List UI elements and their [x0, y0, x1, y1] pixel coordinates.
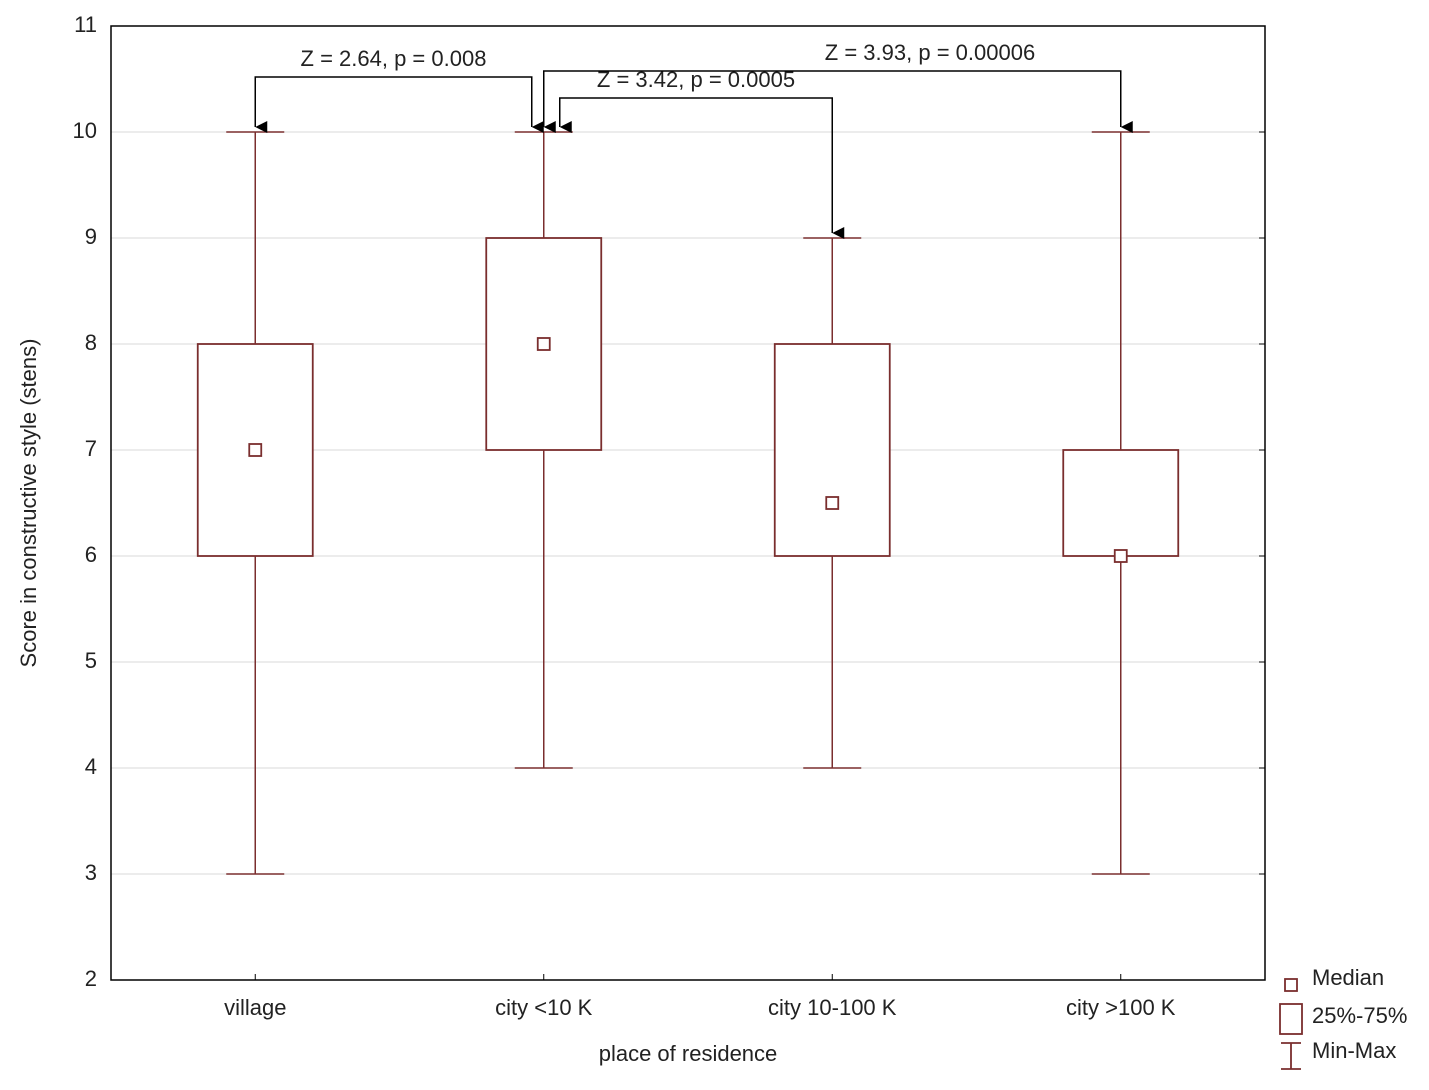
bracket: [254, 76, 544, 133]
x-tick-label: city >100 K: [1066, 995, 1176, 1020]
box: [773, 343, 891, 557]
y-tick-label: 5: [85, 648, 97, 673]
x-tick-label: city 10-100 K: [768, 995, 897, 1020]
box: [1062, 449, 1180, 557]
plot-frame: [110, 25, 1266, 981]
y-tick-label: 3: [85, 860, 97, 885]
y-tick-label: 6: [85, 542, 97, 567]
legend-label: Median: [1312, 965, 1384, 990]
x-axis-label: place of residence: [599, 1041, 778, 1066]
y-tick-label: 2: [85, 966, 97, 991]
x-tick-label: village: [224, 995, 286, 1020]
y-tick-label: 11: [74, 12, 97, 37]
median-marker: [825, 496, 840, 510]
legend-box-icon: [1279, 1003, 1303, 1035]
legend-label: Min-Max: [1312, 1038, 1396, 1063]
x-tick-label: city <10 K: [495, 995, 593, 1020]
median-marker: [1113, 549, 1128, 563]
annotation: Z = 2.64, p = 0.008: [301, 46, 487, 71]
bracket: [543, 70, 1133, 133]
median-marker: [248, 443, 263, 457]
legend-label: 25%-75%: [1312, 1003, 1407, 1028]
median-marker: [536, 337, 551, 351]
annotation-bg: [588, 68, 804, 92]
legend-median-icon: [1284, 978, 1298, 992]
y-tick-label: 8: [85, 330, 97, 355]
y-tick-label: 10: [73, 118, 97, 143]
legend-whisker-icon: [1281, 1042, 1301, 1070]
y-axis-label: Score in constructive style (stens): [16, 339, 41, 668]
annotation: Z = 3.93, p = 0.00006: [825, 40, 1035, 65]
bracket: [559, 97, 845, 239]
y-tick-label: 4: [85, 754, 97, 779]
y-tick-label: 7: [85, 436, 97, 461]
annotation-bg: [822, 41, 1038, 65]
y-tick-label: 9: [85, 224, 97, 249]
annotation-bg: [285, 47, 502, 71]
